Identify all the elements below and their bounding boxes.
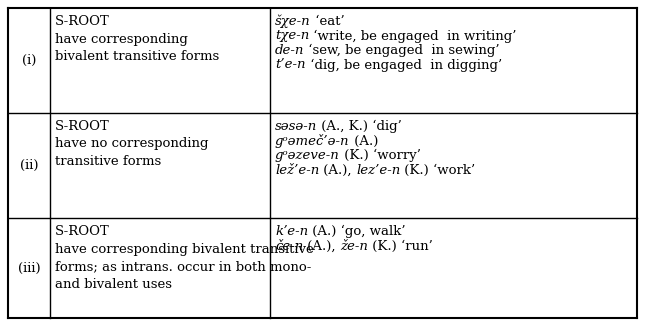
Text: lez’e-n: lez’e-n (356, 164, 401, 176)
Text: kʼe-n: kʼe-n (275, 225, 308, 238)
Text: ‘write, be engaged  in writing’: ‘write, be engaged in writing’ (309, 29, 517, 43)
Text: (A.) ‘go, walk’: (A.) ‘go, walk’ (308, 225, 406, 238)
Text: (ii): (ii) (20, 159, 38, 172)
Text: gᵒəmeč’ə-n: gᵒəmeč’ə-n (275, 135, 350, 149)
Text: (A.),: (A.), (303, 240, 340, 253)
Text: S-ROOT
have no corresponding
transitive forms: S-ROOT have no corresponding transitive … (55, 120, 208, 168)
Text: (iii): (iii) (17, 261, 40, 274)
Text: (A.),: (A.), (319, 164, 356, 176)
Text: tχe-n: tχe-n (275, 29, 309, 42)
Text: (A.): (A.) (350, 135, 378, 147)
Text: gᵒəzeve-n: gᵒəzeve-n (275, 149, 340, 162)
Text: S-ROOT
have corresponding
bivalent transitive forms: S-ROOT have corresponding bivalent trans… (55, 15, 219, 63)
Text: t’e-n: t’e-n (275, 58, 306, 71)
Text: šχe-n: šχe-n (275, 15, 311, 28)
Text: de-n: de-n (275, 44, 304, 57)
Text: ‘dig, be engaged  in digging’: ‘dig, be engaged in digging’ (306, 58, 502, 72)
Text: ‘eat’: ‘eat’ (311, 15, 344, 28)
Text: že-n: že-n (340, 240, 368, 253)
Text: (K.) ‘worry’: (K.) ‘worry’ (340, 149, 421, 162)
Text: səsə-n: səsə-n (275, 120, 317, 133)
Text: (K.) ‘run’: (K.) ‘run’ (368, 240, 433, 253)
Text: ‘sew, be engaged  in sewing’: ‘sew, be engaged in sewing’ (304, 44, 500, 57)
Text: če-n: če-n (275, 240, 303, 253)
Text: (A., K.) ‘dig’: (A., K.) ‘dig’ (317, 120, 402, 133)
Text: (i): (i) (22, 54, 36, 67)
Text: S-ROOT
have corresponding bivalent transitive
forms; as intrans. occur in both m: S-ROOT have corresponding bivalent trans… (55, 225, 313, 290)
Text: lež’e-n: lež’e-n (275, 164, 319, 176)
Text: (K.) ‘work’: (K.) ‘work’ (401, 164, 475, 176)
